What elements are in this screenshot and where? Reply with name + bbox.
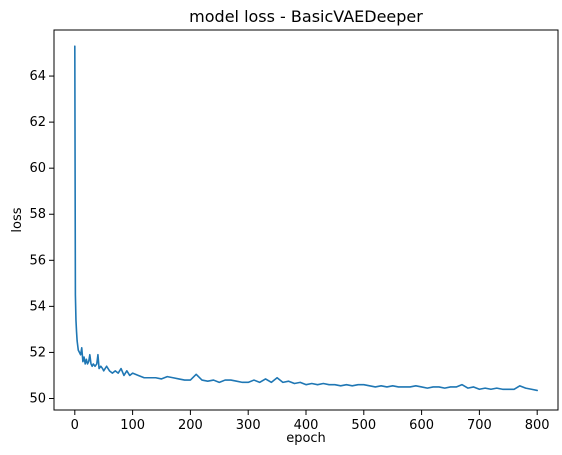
y-axis-label: loss [10,207,25,232]
y-tick-label: 50 [29,391,46,406]
x-tick-label: 200 [178,418,203,433]
x-tick-label: 100 [120,418,145,433]
y-tick-label: 62 [29,115,46,130]
axis-ticks: 0 100 200 300 400 500 600 700 800 50 52 54 56 58 60 62 6… [29,69,549,433]
x-axis-label: epoch [286,431,326,446]
x-tick-label: 600 [409,418,434,433]
x-tick-label: 300 [236,418,261,433]
x-tick-label: 700 [467,418,492,433]
x-tick-label: 400 [294,418,319,433]
x-tick-label: 0 [71,418,79,433]
y-tick-label: 64 [29,69,46,84]
x-tick-label: 500 [351,418,376,433]
y-tick-label: 54 [29,299,46,314]
y-tick-label: 56 [29,253,46,268]
series-group [74,45,538,392]
y-tick-label: 60 [29,161,46,176]
y-tick-label: 52 [29,345,46,360]
y-tick-label: 58 [29,207,46,222]
plot-frame [53,29,559,411]
x-tick-label: 800 [525,418,550,433]
chart-title: model loss - BasicVAEDeeper [189,7,423,26]
series-line-loss [74,45,538,392]
